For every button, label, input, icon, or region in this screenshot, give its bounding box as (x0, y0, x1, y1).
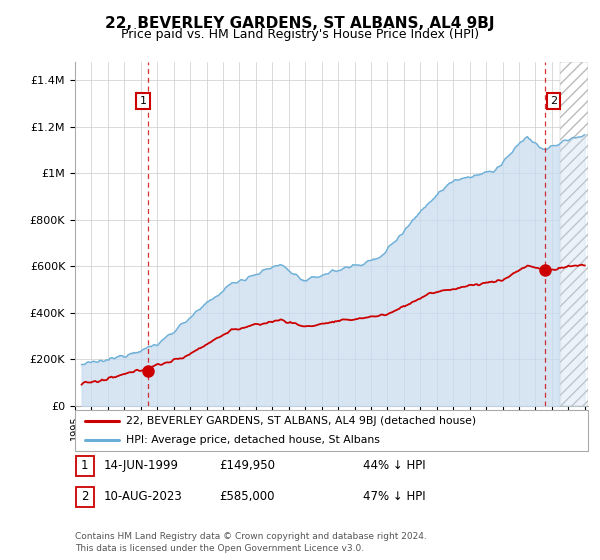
Text: Price paid vs. HM Land Registry's House Price Index (HPI): Price paid vs. HM Land Registry's House … (121, 28, 479, 41)
Text: £585,000: £585,000 (219, 490, 275, 503)
FancyBboxPatch shape (76, 487, 94, 507)
Text: 1: 1 (140, 96, 147, 106)
Text: 2: 2 (550, 96, 557, 106)
Text: HPI: Average price, detached house, St Albans: HPI: Average price, detached house, St A… (127, 435, 380, 445)
Text: Contains HM Land Registry data © Crown copyright and database right 2024.
This d: Contains HM Land Registry data © Crown c… (75, 533, 427, 553)
Text: 1: 1 (81, 459, 89, 473)
Text: 22, BEVERLEY GARDENS, ST ALBANS, AL4 9BJ (detached house): 22, BEVERLEY GARDENS, ST ALBANS, AL4 9BJ… (127, 416, 476, 426)
Text: 47% ↓ HPI: 47% ↓ HPI (363, 490, 425, 503)
Text: £149,950: £149,950 (219, 459, 275, 473)
Text: 10-AUG-2023: 10-AUG-2023 (104, 490, 182, 503)
FancyBboxPatch shape (76, 456, 94, 476)
Text: 44% ↓ HPI: 44% ↓ HPI (363, 459, 425, 473)
Text: 2: 2 (81, 490, 89, 503)
Text: 22, BEVERLEY GARDENS, ST ALBANS, AL4 9BJ: 22, BEVERLEY GARDENS, ST ALBANS, AL4 9BJ (105, 16, 495, 31)
Text: 14-JUN-1999: 14-JUN-1999 (104, 459, 179, 473)
FancyBboxPatch shape (75, 410, 588, 451)
